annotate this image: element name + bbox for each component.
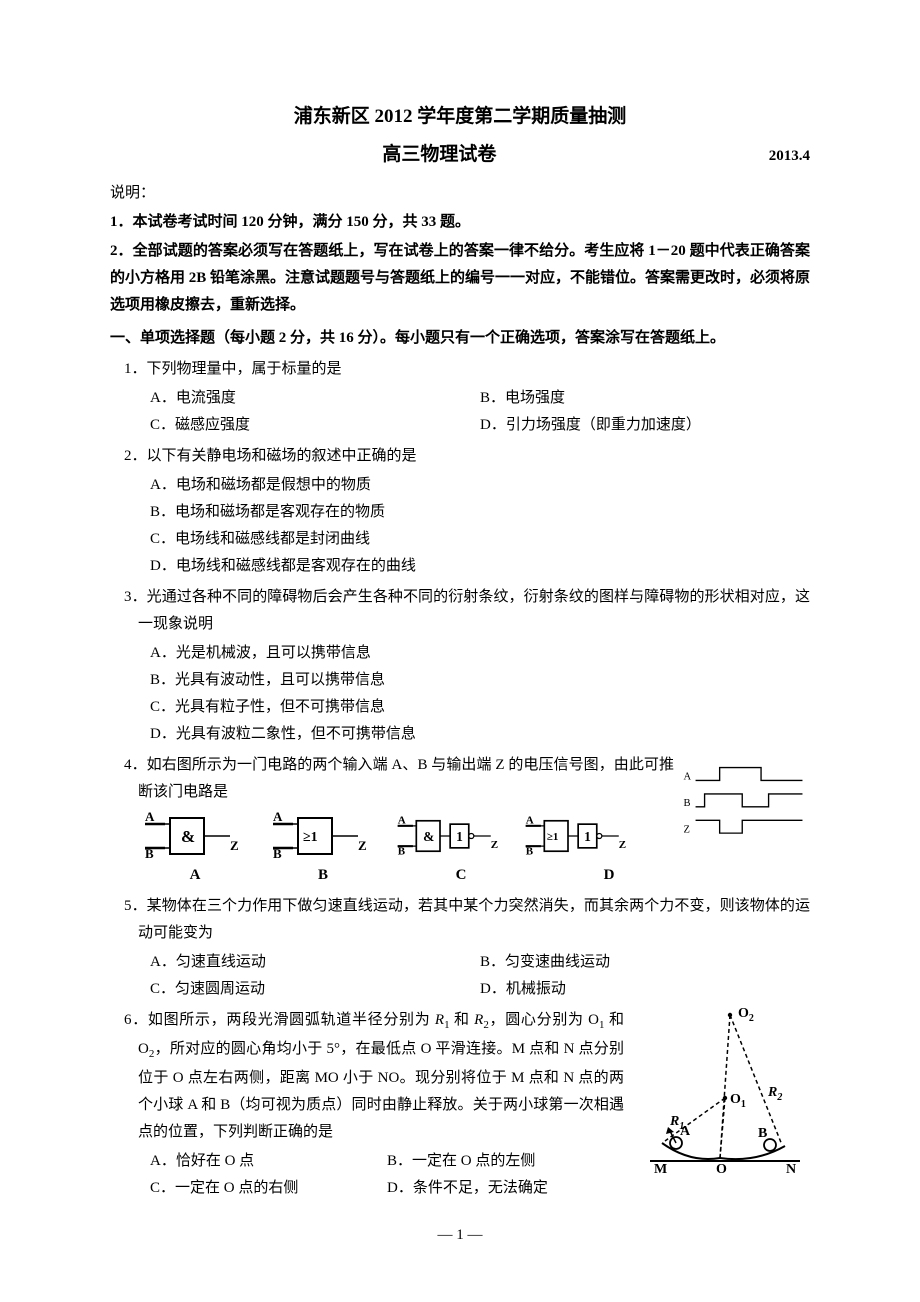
- q6-opt-d: D．条件不足，无法确定: [387, 1175, 624, 1202]
- q3-opt-d: D．光具有波粒二象性，但不可携带信息: [150, 721, 810, 748]
- q3-stem: 3．光通过各种不同的障碍物后会产生各种不同的衍射条纹，衍射条纹的图样与障碍物的形…: [124, 584, 810, 638]
- gate-or-icon: A B ≥1 Z: [268, 812, 378, 860]
- q1-opt-d: D．引力场强度（即重力加速度）: [480, 412, 810, 439]
- q6-stem: 6．如图所示，两段光滑圆弧轨道半径分别为 R1 和 R2，圆心分别为 O1 和 …: [124, 1007, 624, 1146]
- svg-text:B: B: [758, 1126, 767, 1141]
- q4-stem: 4．如右图所示为一门电路的两个输入端 A、B 与输出端 Z 的电压信号图，由此可…: [124, 752, 674, 806]
- svg-text:A: A: [680, 1124, 691, 1139]
- q4-label-c: C: [396, 862, 526, 889]
- instructions-label: 说明：: [110, 180, 810, 207]
- q4-container: 4．如右图所示为一门电路的两个输入端 A、B 与输出端 Z 的电压信号图，由此可…: [110, 748, 810, 889]
- q3-opt-c: C．光具有粒子性，但不可携带信息: [150, 694, 810, 721]
- q2-opt-b: B．电场和磁场都是客观存在的物质: [150, 499, 810, 526]
- svg-text:M: M: [654, 1162, 667, 1173]
- q4-label-d: D: [544, 862, 674, 889]
- q4-gate-row: A B & Z A B ≥1 Z: [140, 812, 674, 860]
- svg-text:Z: Z: [684, 825, 690, 836]
- svg-text:Z: Z: [619, 839, 626, 851]
- q1-opt-c: C．磁感应强度: [150, 412, 480, 439]
- instruction-2: 2．全部试题的答案必须写在答题纸上，写在试卷上的答案一律不给分。考生应将 1－2…: [110, 238, 810, 319]
- svg-text:≥1: ≥1: [547, 832, 559, 844]
- q1-row2: C．磁感应强度 D．引力场强度（即重力加速度）: [150, 412, 810, 439]
- svg-text:A: A: [273, 812, 283, 824]
- q5-opt-a: A．匀速直线运动: [150, 949, 480, 976]
- q6-opt-a: A．恰好在 O 点: [150, 1148, 387, 1175]
- q6-opt-c: C．一定在 O 点的右侧: [150, 1175, 387, 1202]
- svg-text:B: B: [398, 846, 406, 858]
- svg-text:≥1: ≥1: [303, 830, 318, 845]
- gate-nor-icon: A B ≥1 1 Z: [524, 812, 634, 860]
- svg-text:B: B: [273, 846, 282, 860]
- q6-figure-icon: O2 O1 R1 R2 A B M O N: [630, 1003, 810, 1173]
- q5-opt-d: D．机械振动: [480, 976, 810, 1003]
- svg-text:B: B: [145, 846, 154, 860]
- svg-text:&: &: [423, 829, 434, 844]
- svg-text:A: A: [684, 772, 692, 783]
- q5-stem: 5．某物体在三个力作用下做匀速直线运动，若其中某个力突然消失，而其余两个力不变，…: [124, 893, 810, 947]
- section-1-heading: 一、单项选择题（每小题 2 分，共 16 分）。每小题只有一个正确选项，答案涂写…: [110, 325, 810, 352]
- q4-label-a: A: [140, 862, 250, 889]
- svg-text:O: O: [716, 1162, 727, 1173]
- q5-opt-b: B．匀变速曲线运动: [480, 949, 810, 976]
- gate-nand-icon: A B & 1 Z: [396, 812, 506, 860]
- q6-row2: C．一定在 O 点的右侧 D．条件不足，无法确定: [150, 1175, 624, 1202]
- q3-opt-a: A．光是机械波，且可以携带信息: [150, 640, 810, 667]
- signal-diagram-icon: A B Z: [682, 748, 810, 858]
- q2-stem: 2．以下有关静电场和磁场的叙述中正确的是: [124, 443, 810, 470]
- svg-text:1: 1: [584, 829, 591, 844]
- q1-opt-a: A．电流强度: [150, 385, 480, 412]
- q6-row1: A．恰好在 O 点 B．一定在 O 点的左侧: [150, 1148, 624, 1175]
- q5-row1: A．匀速直线运动 B．匀变速曲线运动: [150, 949, 810, 976]
- q2-opt-a: A．电场和磁场都是假想中的物质: [150, 472, 810, 499]
- q5-opt-c: C．匀速圆周运动: [150, 976, 480, 1003]
- svg-text:A: A: [145, 812, 155, 824]
- svg-text:A: A: [526, 815, 534, 827]
- svg-text:A: A: [398, 815, 406, 827]
- q6-opt-b: B．一定在 O 点的左侧: [387, 1148, 624, 1175]
- q2-opt-c: C．电场线和磁感线都是封闭曲线: [150, 526, 810, 553]
- svg-text:Z: Z: [491, 839, 498, 851]
- exam-date: 2013.4: [769, 143, 810, 170]
- svg-text:O2: O2: [738, 1006, 754, 1024]
- svg-text:1: 1: [456, 829, 463, 844]
- q1-row1: A．电流强度 B．电场强度: [150, 385, 810, 412]
- svg-text:Z: Z: [358, 838, 367, 853]
- exam-title-1: 浦东新区 2012 学年度第二学期质量抽测: [110, 100, 810, 134]
- q4-option-labels: A B C D: [140, 862, 674, 889]
- gate-and-icon: A B & Z: [140, 812, 250, 860]
- q1-opt-b: B．电场强度: [480, 385, 810, 412]
- title-row: 高三物理试卷 2013.4: [110, 138, 810, 172]
- svg-text:B: B: [526, 846, 534, 858]
- svg-text:B: B: [684, 798, 691, 809]
- page-number: — 1 —: [110, 1222, 810, 1249]
- exam-title-2: 高三物理试卷: [110, 138, 769, 172]
- svg-text:N: N: [786, 1162, 796, 1173]
- instruction-1: 1．本试卷考试时间 120 分钟，满分 150 分，共 33 题。: [110, 209, 810, 236]
- q6-container: 6．如图所示，两段光滑圆弧轨道半径分别为 R1 和 R2，圆心分别为 O1 和 …: [110, 1003, 810, 1202]
- svg-text:&: &: [181, 827, 195, 846]
- svg-text:Z: Z: [230, 838, 239, 853]
- q1-stem: 1．下列物理量中，属于标量的是: [124, 356, 810, 383]
- svg-text:R2: R2: [767, 1085, 782, 1103]
- q5-row2: C．匀速圆周运动 D．机械振动: [150, 976, 810, 1003]
- svg-text:O1: O1: [730, 1092, 746, 1110]
- q3-opt-b: B．光具有波动性，且可以携带信息: [150, 667, 810, 694]
- q2-opt-d: D．电场线和磁感线都是客观存在的曲线: [150, 553, 810, 580]
- q4-label-b: B: [268, 862, 378, 889]
